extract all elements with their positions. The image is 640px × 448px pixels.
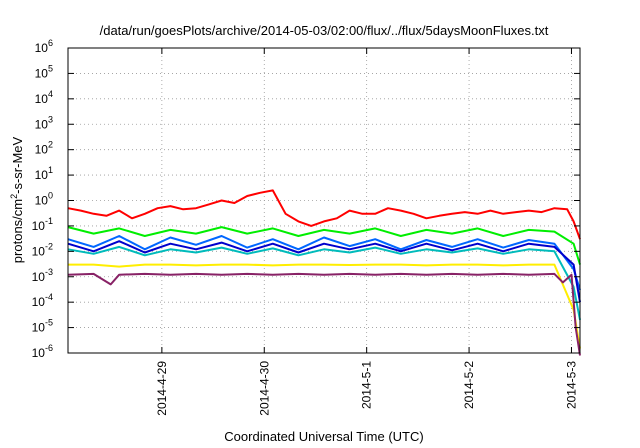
y-tick-label-exp: 6 [48, 38, 53, 48]
y-tick-label-base: 10 [35, 194, 49, 208]
x-tick-label: 2014-5-2 [462, 361, 476, 409]
y-tick-label-base: 10 [32, 270, 46, 284]
y-ticks: 10-610-510-410-310-210-11001011021031041… [32, 38, 580, 360]
series-line-4 [67, 235, 581, 291]
y-tick-label: 102 [35, 140, 53, 157]
y-tick-label-base: 10 [32, 244, 46, 258]
series-line-2 [67, 226, 581, 265]
y-tick-label-exp: -5 [45, 318, 53, 328]
y-tick-label-base: 10 [32, 295, 46, 309]
x-tick-label: 2014-4-29 [155, 361, 169, 416]
y-tick-label-base: 10 [32, 346, 46, 360]
series-line-7 [67, 272, 581, 356]
y-axis-label-base: protons/cm [10, 199, 25, 263]
y-tick-label: 101 [35, 165, 53, 182]
x-tick-label: 2014-4-30 [257, 361, 271, 416]
y-tick-label: 106 [35, 38, 53, 55]
y-tick-label-base: 10 [35, 143, 49, 157]
y-tick-label: 105 [35, 63, 53, 80]
y-tick-label-exp: 2 [48, 140, 53, 150]
y-axis-label: protons/cm2-s-sr-MeV [9, 136, 25, 263]
x-tick-label: 2014-5-1 [360, 361, 374, 409]
y-tick-label-base: 10 [32, 219, 46, 233]
y-tick-label-base: 10 [35, 66, 49, 80]
y-tick-label-exp: 4 [48, 89, 53, 99]
y-tick-label: 10-4 [32, 292, 53, 309]
series-line-1 [67, 189, 581, 240]
y-tick-label: 10-3 [32, 267, 53, 284]
y-tick-label-exp: -3 [45, 267, 53, 277]
y-tick-label-exp: -1 [45, 216, 53, 226]
y-tick-label-base: 10 [35, 41, 49, 55]
y-tick-label: 10-5 [32, 318, 53, 335]
y-tick-label-exp: 1 [48, 165, 53, 175]
y-axis-label-rest: -s-sr-MeV [10, 136, 25, 193]
chart-title: /data/run/goesPlots/archive/2014-05-03/0… [100, 23, 549, 38]
y-tick-label-exp: 3 [48, 114, 53, 124]
y-tick-label: 104 [35, 89, 53, 106]
y-tick-label-exp: 5 [48, 63, 53, 73]
x-tick-label: 2014-5-3 [564, 361, 578, 409]
y-tick-label-exp: -6 [45, 343, 53, 353]
series-line-5 [67, 240, 581, 303]
series-line-3 [67, 245, 581, 321]
grid [68, 48, 580, 353]
y-tick-label-base: 10 [35, 168, 49, 182]
y-tick-label-exp: -4 [45, 292, 53, 302]
y-tick-label-exp: 0 [48, 191, 53, 201]
y-tick-label: 10-1 [32, 216, 53, 233]
y-tick-label: 103 [35, 114, 53, 131]
y-tick-label: 100 [35, 191, 53, 208]
x-axis-label: Coordinated Universal Time (UTC) [224, 429, 423, 444]
series-lines [67, 189, 581, 356]
y-tick-label-exp: -2 [45, 241, 53, 251]
x-ticks: 2014-4-29 2014-4-30 2014-5-1 2014-5-2 2014-5… [155, 48, 578, 416]
y-tick-label-base: 10 [32, 321, 46, 335]
y-tick-label: 10-6 [32, 343, 53, 360]
series-line-6 [68, 263, 581, 349]
y-tick-label-base: 10 [35, 92, 49, 106]
y-axis-label-sup: 2 [9, 194, 19, 199]
y-tick-label-base: 10 [35, 117, 49, 131]
y-tick-label: 10-2 [32, 241, 53, 258]
